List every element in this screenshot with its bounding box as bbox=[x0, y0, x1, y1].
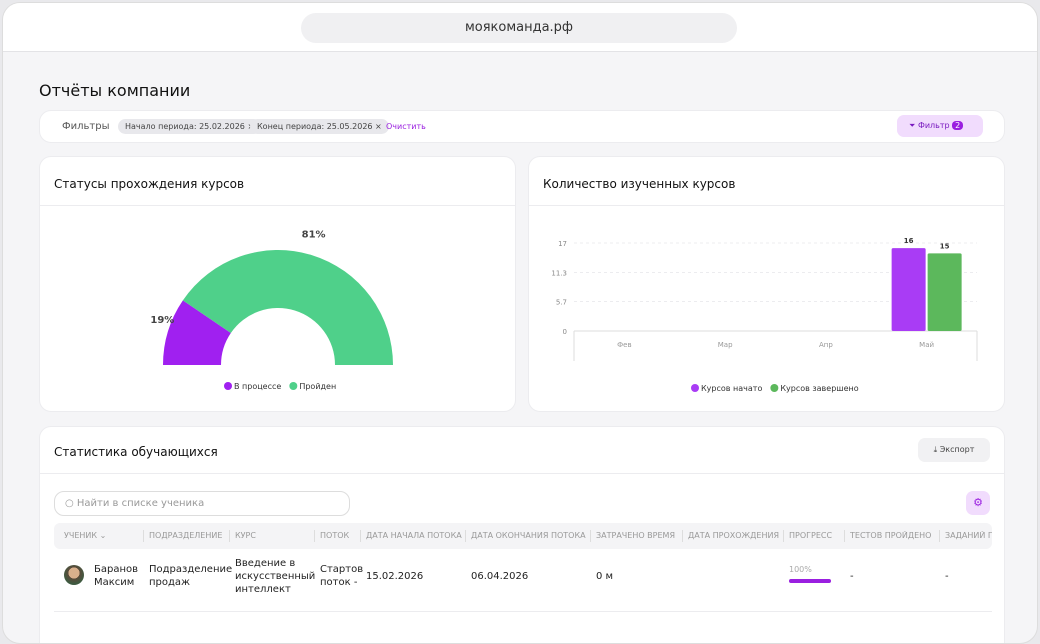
y-tick-label: 17 bbox=[558, 240, 567, 248]
legend-label: Пройден bbox=[299, 382, 336, 391]
students-card: Статистика обучающихся ⤓ Экспорт ○ Найти… bbox=[39, 426, 1005, 643]
legend-label: В процессе bbox=[234, 382, 281, 391]
export-text: Экспорт bbox=[939, 445, 975, 454]
data-label: 16 bbox=[904, 237, 914, 245]
courses-card: Количество изученных курсов 0 5.7 11.3 17 Фе… bbox=[528, 156, 1005, 412]
column-header: ТЕСТОВ ПРОЙДЕНО bbox=[850, 531, 932, 540]
filter-bar: Фильтры Начало периода: 25.02.2026 × Кон… bbox=[39, 110, 1005, 143]
filter-count: 2 bbox=[952, 121, 964, 130]
column-separator bbox=[229, 530, 230, 542]
legend-label: Курсов завершено bbox=[780, 384, 858, 393]
column-separator bbox=[783, 530, 784, 542]
table-cell: Стартов поток - bbox=[320, 564, 364, 588]
table-cell: - bbox=[945, 571, 949, 582]
table-cell: Баранов Максим bbox=[94, 564, 139, 588]
column-separator bbox=[844, 530, 845, 542]
column-separator bbox=[682, 530, 683, 542]
column-header: ПРОГРЕСС bbox=[789, 531, 833, 540]
column-header: ПОДРАЗДЕЛЕНИЕ bbox=[149, 531, 223, 540]
clear-button[interactable]: Очистить bbox=[386, 122, 426, 131]
column-header: ЗАДАНИЙ ПРОЙДЕНО bbox=[945, 531, 992, 540]
card-title: Статистика обучающихся bbox=[54, 445, 218, 459]
divider bbox=[40, 205, 515, 206]
filter-chip[interactable]: Начало периода: 25.02.2026 × bbox=[118, 119, 262, 134]
table-cell: Введение в искусственный интеллект bbox=[235, 558, 316, 595]
url-bar[interactable]: моякоманда.рф bbox=[301, 13, 737, 43]
y-tick-label: 0 bbox=[563, 328, 567, 336]
progress-bar bbox=[789, 579, 831, 583]
column-header: КУРС bbox=[235, 531, 256, 540]
filter-chip[interactable]: Конец периода: 25.05.2026 × bbox=[250, 119, 389, 134]
page-title: Отчёты компании bbox=[39, 81, 191, 100]
legend-marker bbox=[770, 384, 779, 392]
table-cell: 15.02.2026 bbox=[366, 571, 424, 582]
card-title: Статусы прохождения курсов bbox=[54, 177, 245, 191]
column-separator bbox=[939, 530, 940, 542]
progress-label: 100% bbox=[789, 565, 812, 574]
legend-marker bbox=[224, 382, 232, 390]
filter-button[interactable]: ⏷ Фильтр 2 bbox=[897, 115, 983, 137]
status-card: Статусы прохождения курсов 19% 81% В проце… bbox=[39, 156, 516, 412]
x-tick-label: Фев bbox=[617, 341, 631, 349]
x-tick-label: Апр bbox=[819, 341, 833, 349]
data-label: 15 bbox=[940, 242, 950, 250]
bar-chart: 0 5.7 11.3 17 Фев Мар Апр Май Курсов начато Курсо… bbox=[551, 237, 978, 393]
column-header: ДАТА ОКОНЧАНИЯ ПОТОКА bbox=[471, 531, 586, 540]
divider bbox=[529, 205, 1004, 206]
bar bbox=[927, 253, 962, 331]
y-tick-label: 11.3 bbox=[551, 270, 567, 278]
column-separator bbox=[360, 530, 361, 542]
column-separator bbox=[143, 530, 144, 542]
column-header: ЗАТРАЧЕНО ВРЕМЯ bbox=[596, 531, 676, 540]
column-header: ПОТОК bbox=[320, 531, 350, 540]
column-header: ДАТА ПРОХОЖДЕНИЯ bbox=[688, 531, 780, 540]
table-cell: 06.04.2026 bbox=[471, 571, 529, 582]
settings-button[interactable]: ⚙ bbox=[966, 491, 990, 515]
x-tick-label: Май bbox=[919, 341, 934, 349]
table-cell: 0 м bbox=[596, 571, 614, 582]
column-header: УЧЕНИК ⌄ bbox=[64, 531, 107, 540]
table-header: УЧЕНИК ⌄ ПОДРАЗДЕЛЕНИЕ КУРС ПОТОК ДАТА НАЧАЛ… bbox=[54, 523, 992, 549]
donut-segment bbox=[182, 250, 393, 365]
export-button[interactable]: ⤓ Экспорт bbox=[918, 438, 990, 462]
legend-label: Курсов начато bbox=[701, 384, 762, 393]
x-tick-label: Мар bbox=[718, 341, 733, 349]
table-cell: - bbox=[850, 571, 854, 582]
half-donut-chart: 19% 81% В процессе Пройден bbox=[150, 230, 393, 391]
table-cell: Подразделение продаж bbox=[149, 564, 233, 588]
search-input[interactable]: ○ Найти в списке ученика bbox=[54, 491, 350, 516]
chip-text: Конец периода: 25.05.2026 bbox=[257, 122, 373, 131]
y-tick-label: 5.7 bbox=[556, 298, 567, 306]
search-placeholder: Найти в списке ученика bbox=[76, 498, 205, 509]
column-separator bbox=[590, 530, 591, 542]
avatar bbox=[64, 565, 84, 585]
divider bbox=[40, 473, 1004, 474]
donut-segment bbox=[163, 300, 231, 365]
x-axis-box bbox=[573, 330, 978, 361]
bar bbox=[891, 248, 926, 331]
chip-text: Начало периода: 25.02.2026 bbox=[125, 122, 245, 131]
data-label: 19% bbox=[150, 315, 174, 326]
column-header: ДАТА НАЧАЛА ПОТОКА bbox=[366, 531, 462, 540]
card-title: Количество изученных курсов bbox=[543, 177, 736, 191]
legend-marker bbox=[691, 384, 699, 392]
data-label: 81% bbox=[302, 230, 326, 241]
legend-marker bbox=[289, 382, 298, 390]
column-separator bbox=[314, 530, 315, 542]
column-separator bbox=[465, 530, 466, 542]
table-body: Баранов Максим Подразделение продаж Введен… bbox=[54, 551, 992, 612]
filter-button-text: Фильтр bbox=[917, 121, 950, 130]
filter-label: Фильтры bbox=[62, 121, 110, 132]
